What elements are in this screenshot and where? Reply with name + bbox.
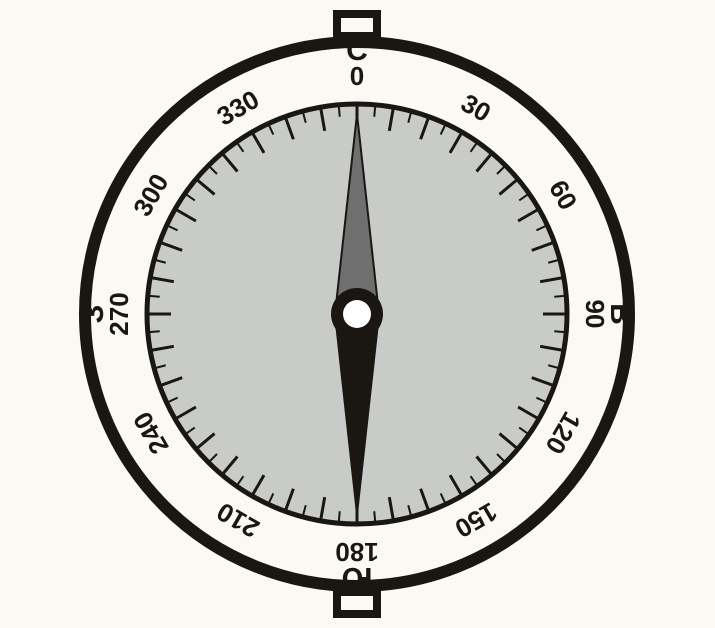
compass: 0306090120150180210240270300330СВЮЗ <box>0 0 715 628</box>
tick-minor <box>374 511 375 523</box>
tick-minor <box>339 511 340 523</box>
cardinal-n: С <box>346 34 368 67</box>
tick-minor <box>148 331 160 332</box>
tick-minor <box>339 105 340 117</box>
cardinal-w: З <box>77 305 110 324</box>
tick-minor <box>374 105 375 117</box>
tick-minor <box>554 331 566 332</box>
cardinal-s: Ю <box>342 561 373 594</box>
lug-top <box>337 14 377 36</box>
tick-minor <box>554 296 566 297</box>
needle-hub-inner <box>343 300 371 328</box>
cardinal-e: В <box>604 303 637 325</box>
tick-minor <box>148 296 160 297</box>
lug-bottom <box>337 592 377 614</box>
